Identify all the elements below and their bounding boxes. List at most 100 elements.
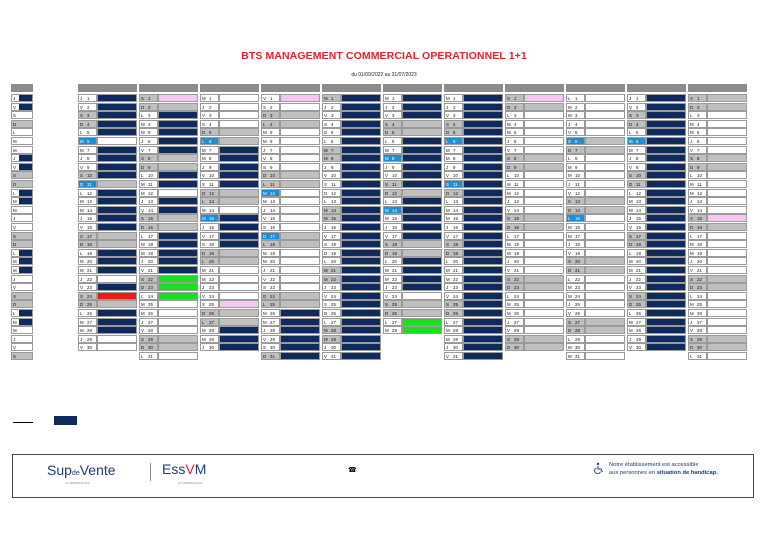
weekday-letter: J — [13, 336, 16, 342]
day-letter: V — [385, 113, 388, 119]
day-cell: D 19 — [200, 248, 219, 257]
day-cell: M 15 — [383, 214, 402, 223]
day-letter: L — [263, 182, 266, 187]
period-cell — [341, 266, 381, 274]
day-number: 21 — [575, 268, 580, 273]
day-letter: M — [324, 96, 328, 101]
day-letter: S — [202, 242, 205, 248]
day-letter: M — [141, 190, 145, 196]
day-letter: M — [568, 104, 572, 110]
day-number: 16 — [270, 225, 275, 230]
period-cell — [646, 274, 686, 283]
period-cell — [280, 352, 320, 360]
period-cell — [158, 102, 198, 111]
day-cell: M 19 — [688, 248, 707, 257]
day-cell: J 23 — [322, 283, 341, 292]
day-number: 19 — [697, 250, 702, 256]
day-cell: M 11 — [139, 180, 158, 188]
day-number: 3 — [270, 113, 273, 119]
day-number: 16 — [331, 225, 336, 230]
day-number: 9 — [270, 164, 273, 170]
period-cell — [524, 188, 564, 197]
day-cell: V 28 — [688, 326, 707, 335]
period-cell — [341, 128, 381, 137]
weekday-cell: J — [11, 94, 33, 102]
day-letter: L — [629, 130, 632, 136]
day-number: 3 — [331, 113, 334, 119]
day-letter: M — [690, 250, 694, 256]
day-letter: S — [629, 233, 632, 239]
day-cell: D 26 — [200, 309, 219, 317]
legend-swatch — [54, 416, 77, 425]
day-letter: D — [568, 328, 572, 334]
day-cell: D 30 — [139, 343, 158, 352]
day-letter: J — [80, 156, 83, 162]
period-cell — [646, 317, 686, 326]
day-letter: J — [629, 156, 632, 162]
day-number: 25 — [697, 302, 702, 308]
day-cell: M 21 — [627, 266, 646, 274]
period-cell — [219, 154, 259, 163]
weekday-letter: L — [13, 130, 16, 136]
day-number: 7 — [453, 147, 456, 153]
day-cell: L 24 — [688, 291, 707, 300]
day-cell: S 17 — [78, 231, 97, 240]
day-letter: L — [507, 233, 510, 239]
day-letter: M — [80, 207, 84, 213]
period-cell — [524, 102, 564, 111]
period-cell — [646, 248, 686, 257]
period-cell — [341, 248, 381, 257]
day-number: 20 — [453, 259, 458, 265]
day-letter: L — [324, 259, 327, 265]
period-cell — [585, 145, 625, 154]
weekday-letter: M — [13, 319, 17, 325]
day-cell: V 12 — [566, 188, 585, 197]
day-letter: J — [80, 276, 83, 282]
day-letter: D — [446, 190, 450, 196]
day-letter: J — [385, 164, 388, 170]
period-cell — [280, 283, 320, 292]
weekday-letter: S — [13, 293, 16, 299]
weekday-cell: M — [11, 197, 33, 206]
period-cell — [585, 309, 625, 317]
day-cell: M 26 — [139, 309, 158, 317]
weekday-cell: J — [11, 334, 33, 343]
period-cell — [280, 162, 320, 171]
period-cell — [280, 257, 320, 266]
day-number: 19 — [636, 250, 641, 256]
day-cell: V 21 — [688, 266, 707, 274]
day-number: 29 — [697, 336, 702, 342]
day-cell: D 19 — [444, 248, 463, 257]
day-cell: J 23 — [200, 283, 219, 292]
weekday-cell: S — [11, 111, 33, 120]
day-number: 21 — [514, 268, 519, 273]
day-number: 28 — [514, 328, 519, 334]
period-cell — [707, 283, 747, 292]
period-cell — [219, 300, 259, 309]
day-number: 16 — [148, 225, 153, 230]
period-cell — [524, 309, 564, 317]
day-letter: S — [141, 156, 144, 162]
day-number: 6 — [270, 139, 273, 144]
day-letter: D — [385, 190, 389, 196]
day-cell: L 10 — [688, 171, 707, 180]
period-cell — [463, 154, 503, 163]
day-letter: V — [202, 293, 205, 299]
period-cell — [707, 214, 747, 223]
month-header — [78, 84, 137, 92]
day-number: 12 — [636, 190, 641, 196]
period-cell — [158, 128, 198, 137]
day-letter: D — [690, 285, 694, 291]
day-letter: S — [690, 156, 693, 162]
day-letter: M — [690, 182, 694, 187]
day-number: 20 — [270, 259, 275, 265]
period-cell — [341, 343, 381, 352]
period-cell — [402, 154, 442, 163]
period-cell — [707, 317, 747, 326]
